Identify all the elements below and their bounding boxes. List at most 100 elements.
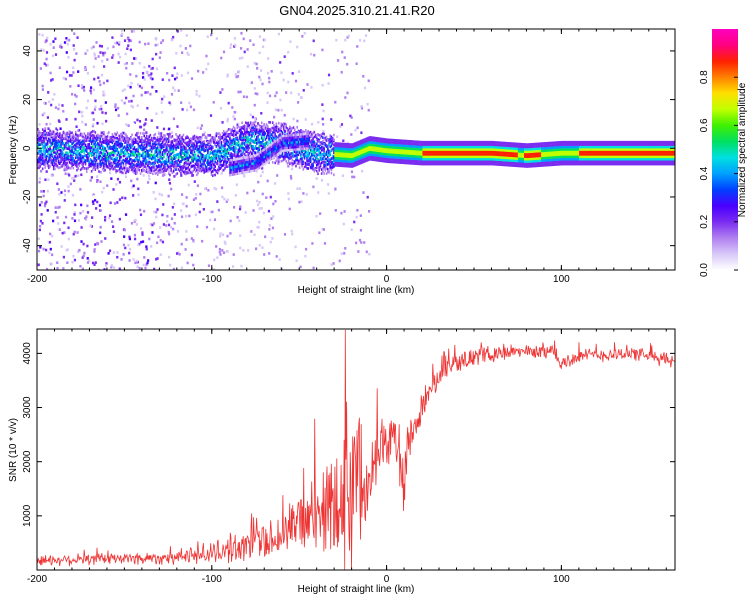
ridge-cell xyxy=(249,150,252,154)
ridge-cell xyxy=(176,140,179,143)
ridge-cell xyxy=(291,127,294,130)
ridge-cell xyxy=(319,153,322,157)
ridge-cell xyxy=(174,168,176,172)
ridge-cell xyxy=(185,155,187,158)
noise-cell xyxy=(155,215,158,219)
ridge-cell xyxy=(193,150,196,153)
noise-cell xyxy=(42,247,45,251)
ridge-cell xyxy=(315,149,318,152)
ridge-cell xyxy=(326,144,329,148)
ridge-cell xyxy=(37,160,39,164)
ridge-cell xyxy=(317,162,319,166)
noise-cell xyxy=(46,116,50,119)
ridge-cell xyxy=(72,156,75,160)
ridge-cell xyxy=(93,136,95,139)
ridge-cell xyxy=(315,163,318,167)
ridge-cell xyxy=(132,138,135,141)
ridge-cell xyxy=(315,160,318,163)
noise-cell xyxy=(115,41,119,45)
ridge-cell xyxy=(116,157,119,160)
ridge-cell xyxy=(189,171,192,174)
ridge-cell xyxy=(247,135,250,139)
ridge-cell xyxy=(258,138,261,142)
ridge-cell xyxy=(37,134,39,137)
ridge-cell xyxy=(330,157,333,161)
ridge-cell xyxy=(199,140,202,144)
noise-cell xyxy=(336,135,339,139)
ridge-cell xyxy=(141,154,143,158)
ridge-cell xyxy=(147,140,149,143)
noise-cell xyxy=(224,242,227,245)
ridge-cell xyxy=(230,147,232,151)
ridge-cell xyxy=(214,160,217,164)
ridge-cell xyxy=(154,157,157,160)
ridge-cell xyxy=(178,155,181,158)
ridge-cell xyxy=(107,152,110,156)
ridge-cell xyxy=(96,136,99,140)
ridge-cell xyxy=(111,133,114,136)
ridge-cell xyxy=(286,161,289,165)
ridge-cell xyxy=(156,158,159,162)
noise-cell xyxy=(261,45,265,48)
ridge-cell xyxy=(134,138,137,141)
ridge-cell xyxy=(131,161,133,165)
ridge-cell xyxy=(248,131,251,135)
ridge-cell xyxy=(285,151,287,154)
ridge-cell xyxy=(245,138,247,142)
ridge-cell xyxy=(318,168,321,172)
ridge-cell xyxy=(167,159,170,163)
ridge-cell xyxy=(220,154,223,158)
noise-cell xyxy=(123,39,127,42)
noise-cell xyxy=(47,91,50,94)
noise-cell xyxy=(268,228,271,231)
ridge-cell xyxy=(205,136,208,139)
ridge-cell xyxy=(54,155,56,159)
noise-cell xyxy=(138,119,142,123)
ridge-cell xyxy=(62,137,65,140)
ridge-cell xyxy=(67,144,70,147)
noise-cell xyxy=(151,57,154,61)
ridge-cell xyxy=(48,166,50,170)
noise-cell xyxy=(77,219,81,222)
ridge-cell xyxy=(341,145,344,148)
ridge-cell xyxy=(302,160,305,164)
noise-cell xyxy=(341,50,344,54)
noise-cell xyxy=(114,103,117,106)
ridge-cell xyxy=(226,129,229,133)
noise-cell xyxy=(199,127,202,130)
ridge-cell xyxy=(78,157,81,160)
noise-cell xyxy=(86,211,90,214)
noise-cell xyxy=(330,263,333,267)
ridge-cell xyxy=(253,140,256,143)
noise-cell xyxy=(233,117,236,121)
noise-cell xyxy=(132,258,135,261)
noise-cell xyxy=(142,174,145,177)
ridge-cell xyxy=(214,154,217,158)
ridge-cell xyxy=(329,137,332,141)
ridge-cell xyxy=(74,161,77,164)
ridge-cell xyxy=(57,161,60,165)
noise-cell xyxy=(356,126,359,130)
ridge-cell xyxy=(72,153,75,157)
noise-cell xyxy=(84,109,87,113)
ridge-cell xyxy=(269,135,272,139)
ridge-cell xyxy=(349,145,351,149)
ridge-cell xyxy=(200,163,203,167)
ridge-cell xyxy=(218,132,220,135)
noise-cell xyxy=(80,173,83,177)
noise-cell xyxy=(354,241,358,245)
ridge-cell xyxy=(114,159,116,162)
noise-cell xyxy=(148,237,151,241)
ridge-cell xyxy=(202,141,204,144)
ridge-cell xyxy=(226,157,229,161)
ridge-cell xyxy=(99,134,102,138)
noise-cell xyxy=(78,248,81,252)
ridge-cell xyxy=(248,126,251,129)
ridge-cell xyxy=(38,160,40,164)
ridge-cell xyxy=(185,142,187,145)
noise-cell xyxy=(49,268,52,270)
noise-cell xyxy=(217,208,220,212)
ridge-cell xyxy=(293,131,296,135)
ridge-cell xyxy=(347,162,350,166)
noise-cell xyxy=(320,178,324,182)
